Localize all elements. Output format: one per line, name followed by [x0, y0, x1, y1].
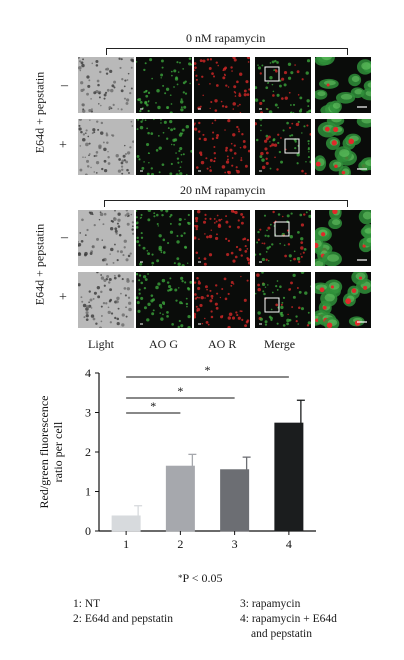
micrograph-light: [78, 210, 134, 266]
legend-item-3: 3: rapamycin: [240, 598, 301, 610]
bar-4: [274, 422, 304, 532]
bottom-row-minus: –: [61, 230, 68, 245]
micrograph-r: [194, 119, 250, 175]
significance-star-1-2: *: [150, 399, 156, 413]
micrograph-g: [136, 119, 192, 175]
tile-top-minus-aog: [136, 57, 192, 113]
tile-bottom-plus-zoom: [315, 272, 371, 328]
tile-top-plus-aog: [136, 119, 192, 175]
tile-bottom-plus-aog: [136, 272, 192, 328]
micrograph-merge: [255, 210, 311, 266]
micrograph-merge: [255, 119, 311, 175]
micrograph-g: [136, 272, 192, 328]
tile-top-minus-aor: [194, 57, 250, 113]
column-label-light: Light: [88, 337, 114, 351]
tile-top-plus-aor: [194, 119, 250, 175]
y-tick-label: 2: [85, 445, 91, 459]
micrograph-zoom: [315, 272, 371, 328]
tile-top-plus-light: [78, 119, 134, 175]
legend-item-1: 1: NT: [73, 598, 101, 610]
bottom-condition-bracket: [104, 200, 348, 207]
tile-top-minus-merge: [255, 57, 311, 113]
pvalue-text: P < 0.05: [182, 571, 223, 585]
pvalue-note: *P < 0.05: [178, 571, 223, 585]
legend-item-4-cont: and pepstatin: [251, 628, 312, 640]
micrograph-zoom: [315, 119, 371, 175]
bottom-condition-label: 20 nM rapamycin: [180, 183, 266, 197]
micrograph-r: [194, 57, 250, 113]
tile-top-plus-zoom: [315, 119, 371, 175]
tile-bottom-minus-aor: [194, 210, 250, 266]
tile-bottom-plus-merge: [255, 272, 311, 328]
tile-bottom-plus-aor: [194, 272, 250, 328]
tile-top-minus-light: [78, 57, 134, 113]
legend-item-2: 2: E64d and pepstatin: [73, 613, 173, 625]
x-tick-label-4: 4: [286, 537, 292, 551]
significance-star-1-4: *: [205, 363, 211, 377]
micrograph-light: [78, 272, 134, 328]
legend-item-4: 4: rapamycin + E64d: [240, 613, 337, 625]
micrograph-r: [194, 210, 250, 266]
y-tick-label: 0: [85, 524, 91, 538]
bar-3: [220, 469, 250, 532]
tile-top-plus-merge: [255, 119, 311, 175]
top-row-group-label: E64d + pepstatin: [32, 71, 47, 154]
column-label-aor: AO R: [208, 337, 237, 351]
micrograph-merge: [255, 272, 311, 328]
top-condition-bracket: [106, 48, 348, 55]
micrograph-r: [194, 272, 250, 328]
y-tick-label: 1: [85, 485, 91, 499]
bottom-row-group-label: E64d + pepstatin: [32, 223, 47, 306]
y-tick-label: 4: [85, 366, 91, 380]
micrograph-zoom: [315, 57, 371, 113]
micrograph-zoom: [315, 210, 371, 266]
x-tick-label-2: 2: [177, 537, 183, 551]
tile-bottom-plus-light: [78, 272, 134, 328]
tile-bottom-minus-light: [78, 210, 134, 266]
micrograph-light: [78, 119, 134, 175]
micrograph-g: [136, 57, 192, 113]
y-tick-label: 3: [85, 406, 91, 420]
column-label-merge: Merge: [264, 337, 296, 351]
tile-top-minus-zoom: [315, 57, 371, 113]
bar-1: [111, 515, 141, 532]
top-row-minus: –: [61, 78, 68, 93]
bar-2: [165, 465, 195, 532]
bar-chart: 0 1 2 3 4 Red/green fluorescence ratio per cel…: [37, 363, 316, 551]
y-axis-label-line1: Red/green fluorescence: [37, 396, 51, 509]
x-tick-label-3: 3: [232, 537, 238, 551]
column-label-aog: AO G: [149, 337, 178, 351]
pvalue-star: *: [178, 573, 183, 583]
y-axis-label-line2: ratio per cell: [51, 421, 65, 482]
significance-star-1-3: *: [177, 384, 183, 398]
micrograph-g: [136, 210, 192, 266]
x-tick-label-1: 1: [123, 537, 129, 551]
bottom-row-plus: +: [59, 290, 67, 305]
tile-bottom-minus-zoom: [315, 210, 371, 266]
top-condition-label: 0 nM rapamycin: [186, 31, 266, 45]
top-row-plus: +: [59, 138, 67, 153]
micrograph-light: [78, 57, 134, 113]
micrograph-merge: [255, 57, 311, 113]
tile-bottom-minus-aog: [136, 210, 192, 266]
tile-bottom-minus-merge: [255, 210, 311, 266]
